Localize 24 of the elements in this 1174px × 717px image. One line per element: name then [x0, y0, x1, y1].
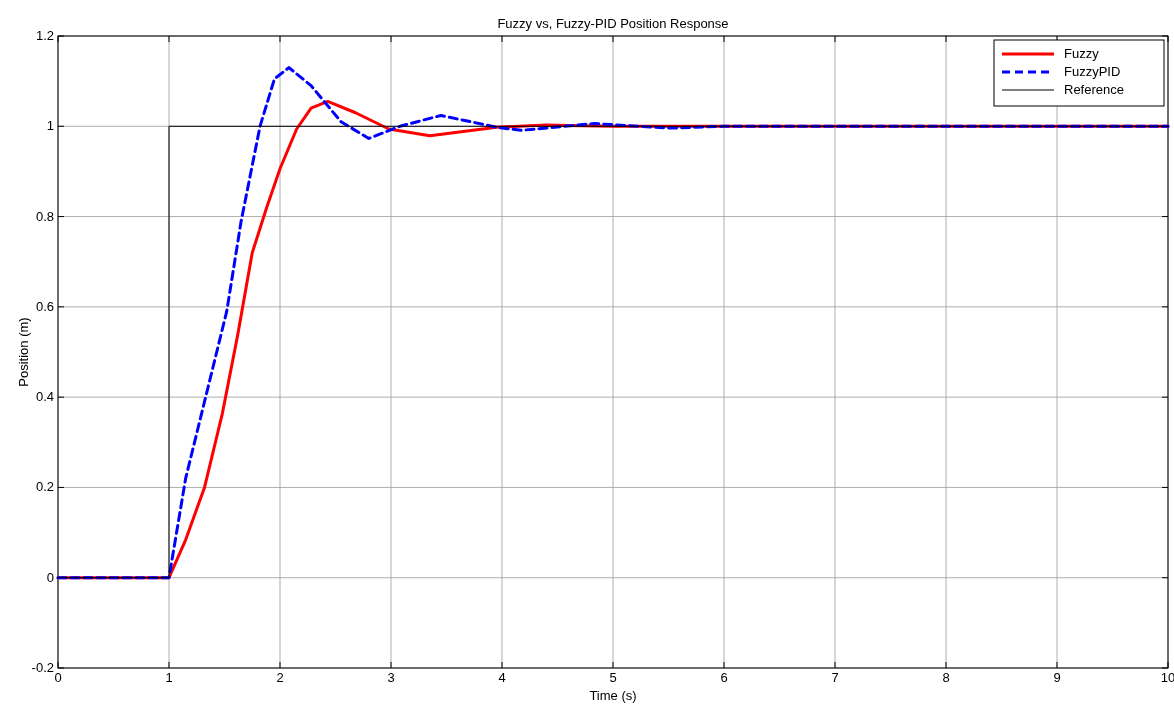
y-tick-label: 1	[46, 118, 54, 134]
x-tick-label: 5	[609, 670, 617, 685]
legend-label: Fuzzy	[1064, 46, 1100, 61]
x-tick-label: 1	[165, 670, 173, 685]
legend-label: Reference	[1064, 82, 1124, 97]
x-tick-label: 6	[720, 670, 728, 685]
x-tick-label: 3	[387, 670, 395, 685]
y-tick-label: 0.8	[35, 208, 54, 224]
x-tick-label: 4	[498, 670, 506, 685]
legend-label: FuzzyPID	[1064, 64, 1121, 79]
y-tick-label: 0	[46, 569, 54, 585]
y-tick-label: -0.2	[31, 660, 54, 675]
x-axis-title: Time (s)	[589, 688, 637, 703]
x-tick-label: 7	[831, 670, 839, 685]
y-tick-label: 1.2	[35, 28, 54, 43]
y-tick-label: 0.6	[35, 298, 54, 314]
y-tick-label: 0.2	[35, 479, 54, 495]
x-tick-label: 9	[1053, 670, 1061, 685]
y-axis-title: Position (m)	[16, 317, 31, 387]
x-tick-label: 2	[276, 670, 284, 685]
x-tick-label: 10	[1160, 670, 1174, 685]
x-tick-label: 8	[942, 670, 950, 685]
chart-title: Fuzzy vs, Fuzzy-PID Position Response	[497, 16, 729, 31]
y-tick-label: 0.4	[35, 389, 54, 405]
